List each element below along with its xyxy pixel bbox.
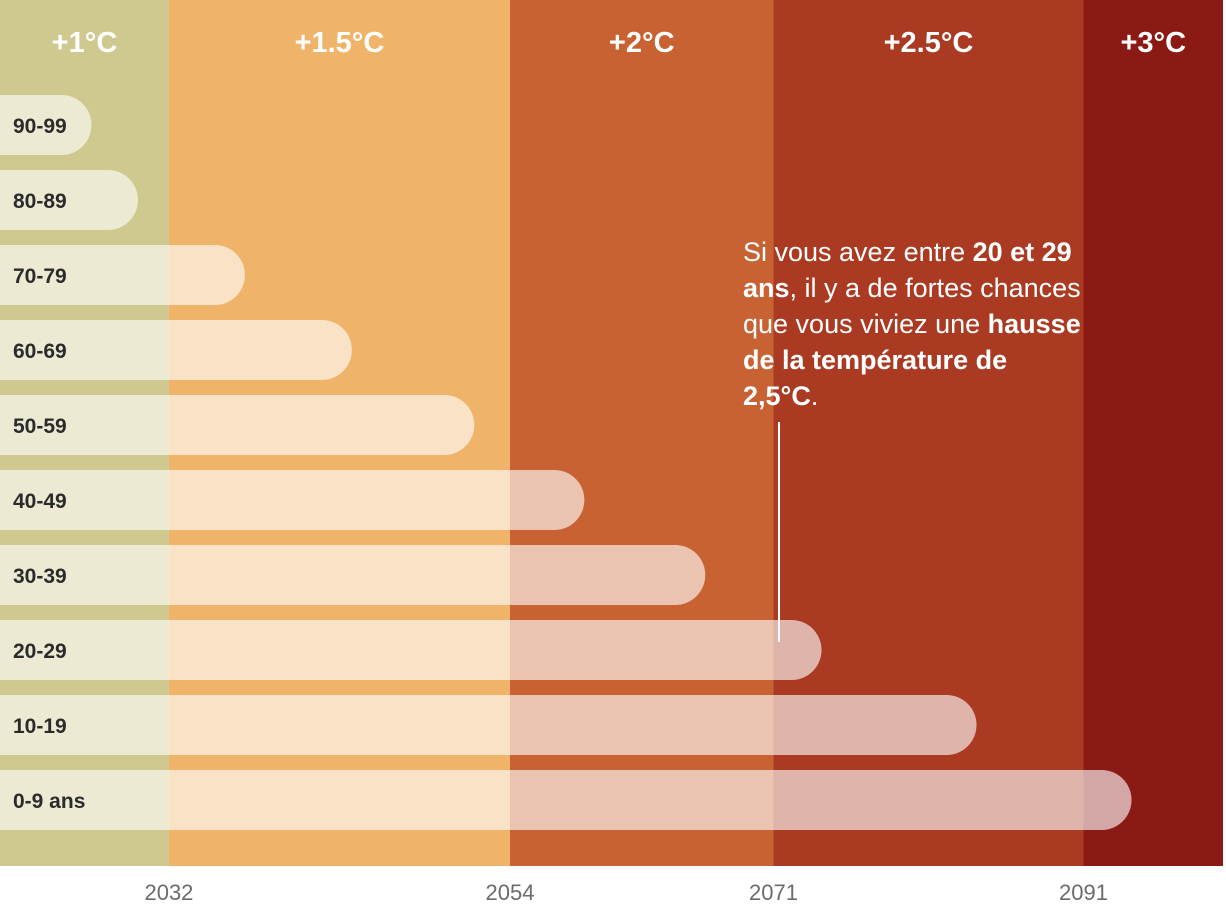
- bar: [0, 95, 92, 155]
- annotation-part-bold: 20 et 29 ans: [743, 237, 1072, 303]
- category-label: 10-19: [13, 715, 67, 738]
- category-label: 0-9 ans: [13, 790, 85, 813]
- annotation-text: Si vous avez entre 20 et 29 ans, il y a …: [743, 234, 1083, 414]
- x-tick-label: 2091: [1059, 880, 1108, 905]
- x-tick-label: 2071: [749, 880, 798, 905]
- band-label: +3°C: [1120, 27, 1186, 59]
- annotation-part: , il y a de fortes chances que vous vivi…: [743, 273, 1081, 339]
- band-label: +2°C: [609, 27, 675, 59]
- band-label: +1°C: [52, 27, 118, 59]
- band-4: [1083, 0, 1223, 866]
- bar: [0, 545, 706, 605]
- category-label: 40-49: [13, 490, 67, 513]
- band-label: +2.5°C: [884, 27, 974, 59]
- category-label: 70-79: [13, 265, 67, 288]
- bar: [0, 320, 352, 380]
- x-tick-label: 2032: [144, 880, 193, 905]
- annotation-part: .: [810, 381, 819, 411]
- annotation-part: Si vous avez entre: [743, 237, 973, 267]
- category-label: 20-29: [13, 640, 67, 663]
- bar: [0, 695, 977, 755]
- category-label: 80-89: [13, 190, 67, 213]
- category-label: 30-39: [13, 565, 67, 588]
- annotation-part-bold: hausse de la température de 2,5°C: [743, 309, 1081, 411]
- bar: [0, 470, 585, 530]
- bar: [0, 395, 475, 455]
- bar: [0, 770, 1132, 830]
- band-label: +1.5°C: [295, 27, 385, 59]
- category-label: 90-99: [13, 115, 67, 138]
- category-label: 60-69: [13, 340, 67, 363]
- bar: [0, 170, 138, 231]
- bar: [0, 620, 822, 680]
- category-label: 50-59: [13, 415, 67, 438]
- bar: [0, 245, 245, 305]
- x-tick-label: 2054: [485, 880, 534, 905]
